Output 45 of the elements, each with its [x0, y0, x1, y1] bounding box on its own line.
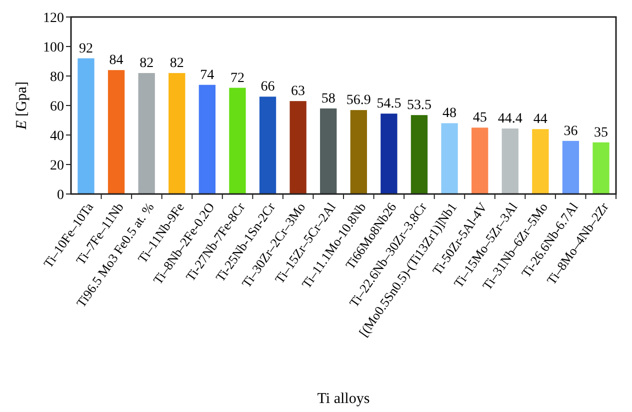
- data-label: 84: [109, 53, 124, 68]
- bar: [592, 142, 610, 194]
- y-tick-label: 80: [50, 70, 64, 85]
- data-label: 63: [291, 84, 306, 100]
- data-label: 36: [564, 124, 578, 139]
- bar: [441, 123, 458, 194]
- data-label: 82: [140, 56, 154, 72]
- bar: [320, 108, 337, 194]
- data-label: 53.5: [406, 98, 432, 114]
- data-label: 74: [200, 68, 214, 83]
- data-label: 92: [78, 41, 93, 56]
- bar: [290, 101, 306, 194]
- x-axis-title: Ti alloys: [317, 391, 370, 407]
- y-axis-title: E [Gpa]: [14, 82, 30, 130]
- data-label: 54.5: [376, 96, 402, 112]
- data-label: 56.9: [346, 93, 371, 108]
- y-tick-label: 20: [50, 158, 64, 174]
- bar: [138, 73, 155, 194]
- data-label: 82: [170, 56, 184, 72]
- bar: [229, 88, 246, 194]
- data-label: 58: [321, 91, 336, 106]
- data-label: 35: [594, 125, 608, 140]
- bar: [532, 129, 549, 194]
- data-label: 48: [442, 106, 457, 122]
- data-label: 66: [260, 80, 275, 95]
- bar: [198, 84, 216, 194]
- y-tick-label: 0: [57, 188, 64, 203]
- y-tick-label: 60: [50, 99, 64, 114]
- y-tick-label: 40: [50, 128, 64, 144]
- bar: [502, 128, 518, 194]
- bar: [108, 70, 125, 194]
- bar: [168, 73, 186, 194]
- y-tick-label: 100: [43, 40, 64, 56]
- bar: [471, 128, 488, 194]
- data-label: 44.4: [498, 112, 522, 127]
- bar: [259, 96, 276, 194]
- bar: [380, 114, 398, 194]
- bar: [562, 140, 580, 194]
- bar: [350, 110, 367, 194]
- data-label: 72: [230, 70, 244, 86]
- data-label: 45: [472, 110, 487, 126]
- y-tick-label: 120: [43, 10, 64, 26]
- data-label: 44: [533, 112, 548, 128]
- bar: [410, 115, 428, 194]
- bar: [78, 58, 94, 194]
